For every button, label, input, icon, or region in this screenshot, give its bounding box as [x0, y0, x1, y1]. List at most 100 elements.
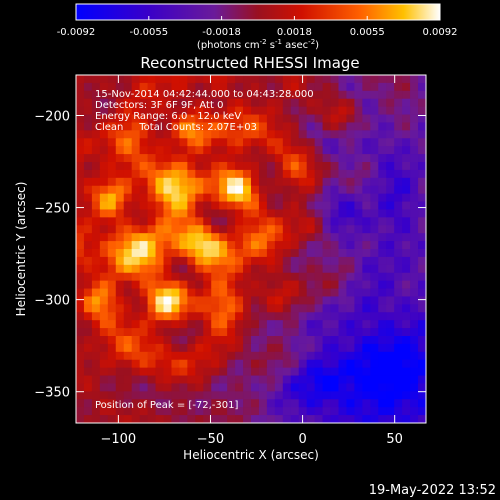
heatmap-cell — [115, 391, 125, 400]
heatmap-cell — [91, 296, 101, 305]
heatmap-cell — [99, 225, 109, 234]
heatmap-cell — [362, 185, 371, 195]
heatmap-cell — [76, 256, 85, 266]
heatmap-cell — [370, 75, 379, 84]
heatmap-cell — [354, 122, 363, 131]
heatmap-cell — [402, 169, 411, 179]
heatmap-cell — [386, 225, 395, 234]
heatmap-cell — [227, 280, 236, 289]
heatmap-cell — [298, 233, 308, 242]
heatmap-cell — [394, 351, 403, 361]
heatmap-cell — [115, 225, 125, 234]
heatmap-cell — [346, 304, 355, 313]
heatmap-cell — [155, 217, 164, 226]
heatmap-cell — [115, 177, 125, 187]
heatmap-cell — [123, 320, 133, 329]
heatmap-cell — [76, 201, 85, 210]
heatmap-cell — [147, 162, 156, 171]
heatmap-cell — [386, 272, 395, 282]
heatmap-cell — [386, 82, 395, 92]
heatmap-cell — [76, 154, 85, 163]
heatmap-cell — [362, 288, 371, 297]
heatmap-cell — [386, 90, 395, 100]
heatmap-cell — [378, 312, 387, 321]
heatmap-cell — [338, 209, 347, 218]
heatmap-cell — [179, 415, 188, 424]
heatmap-cell — [378, 233, 387, 242]
heatmap-cell — [195, 225, 204, 234]
heatmap-cell — [394, 201, 403, 210]
heatmap-cell — [243, 146, 252, 155]
heatmap-cell — [378, 272, 387, 282]
heatmap-cell — [258, 225, 268, 234]
heatmap-cell — [314, 304, 323, 313]
heatmap-cell — [418, 249, 427, 258]
heatmap-cell — [243, 256, 252, 266]
heatmap-cell — [91, 162, 101, 171]
heatmap-cell — [243, 367, 252, 376]
heatmap-cell — [203, 114, 212, 123]
heatmap-cell — [83, 383, 93, 392]
heatmap-cell — [418, 177, 427, 187]
heatmap-cell — [370, 272, 379, 282]
heatmap-cell — [147, 138, 156, 147]
heatmap-cell — [402, 162, 411, 171]
heatmap-cell — [274, 106, 284, 115]
heatmap-cell — [83, 114, 93, 123]
heatmap-cell — [386, 249, 395, 258]
heatmap-cell — [203, 312, 212, 321]
heatmap-cell — [298, 193, 308, 202]
heatmap-cell — [290, 201, 300, 210]
heatmap-cell — [386, 391, 395, 400]
heatmap-cell — [99, 320, 109, 329]
heatmap-cell — [76, 193, 85, 202]
heatmap-cell — [219, 280, 228, 289]
heatmap-cell — [402, 256, 411, 266]
heatmap-cell — [115, 328, 125, 337]
heatmap-cell — [147, 351, 156, 361]
heatmap-cell — [131, 82, 141, 92]
heatmap-cell — [354, 256, 363, 266]
heatmap-cell — [314, 106, 323, 115]
heatmap-cell — [306, 296, 316, 305]
heatmap-cell — [76, 320, 85, 329]
heatmap-cell — [219, 256, 228, 266]
heatmap-cell — [418, 375, 427, 384]
heatmap-cell — [99, 82, 109, 92]
heatmap-cell — [378, 336, 387, 345]
heatmap-cell — [418, 130, 427, 139]
heatmap-cell — [203, 225, 212, 234]
heatmap-cell — [306, 415, 316, 424]
heatmap-cell — [378, 399, 387, 408]
heatmap-cell — [235, 328, 244, 337]
heatmap-cell — [410, 415, 419, 424]
heatmap-cell — [314, 328, 323, 337]
heatmap-cell — [76, 98, 85, 108]
heatmap-cell — [171, 169, 180, 179]
heatmap-cell — [410, 241, 419, 250]
heatmap-cell — [227, 146, 236, 155]
heatmap-cell — [123, 272, 133, 282]
heatmap-cell — [418, 343, 427, 353]
heatmap-cell — [107, 415, 117, 424]
heatmap-cell — [402, 154, 411, 163]
heatmap-cell — [314, 177, 323, 187]
heatmap-cell — [139, 272, 148, 282]
heatmap-cell — [179, 241, 188, 250]
heatmap-cell — [370, 343, 379, 353]
heatmap-cell — [386, 375, 395, 384]
heatmap-cell — [298, 169, 308, 179]
heatmap-cell — [211, 75, 220, 84]
heatmap-cell — [306, 272, 316, 282]
heatmap-cell — [83, 288, 93, 297]
heatmap-cell — [354, 169, 363, 179]
heatmap-cell — [243, 114, 252, 123]
heatmap-cell — [266, 351, 276, 361]
heatmap-cell — [76, 138, 85, 147]
heatmap-cell — [211, 201, 220, 210]
heatmap-cell — [338, 375, 347, 384]
heatmap-cell — [187, 177, 196, 187]
heatmap-cell — [243, 391, 252, 400]
heatmap-cell — [274, 75, 284, 84]
heatmap-cell — [99, 296, 109, 305]
